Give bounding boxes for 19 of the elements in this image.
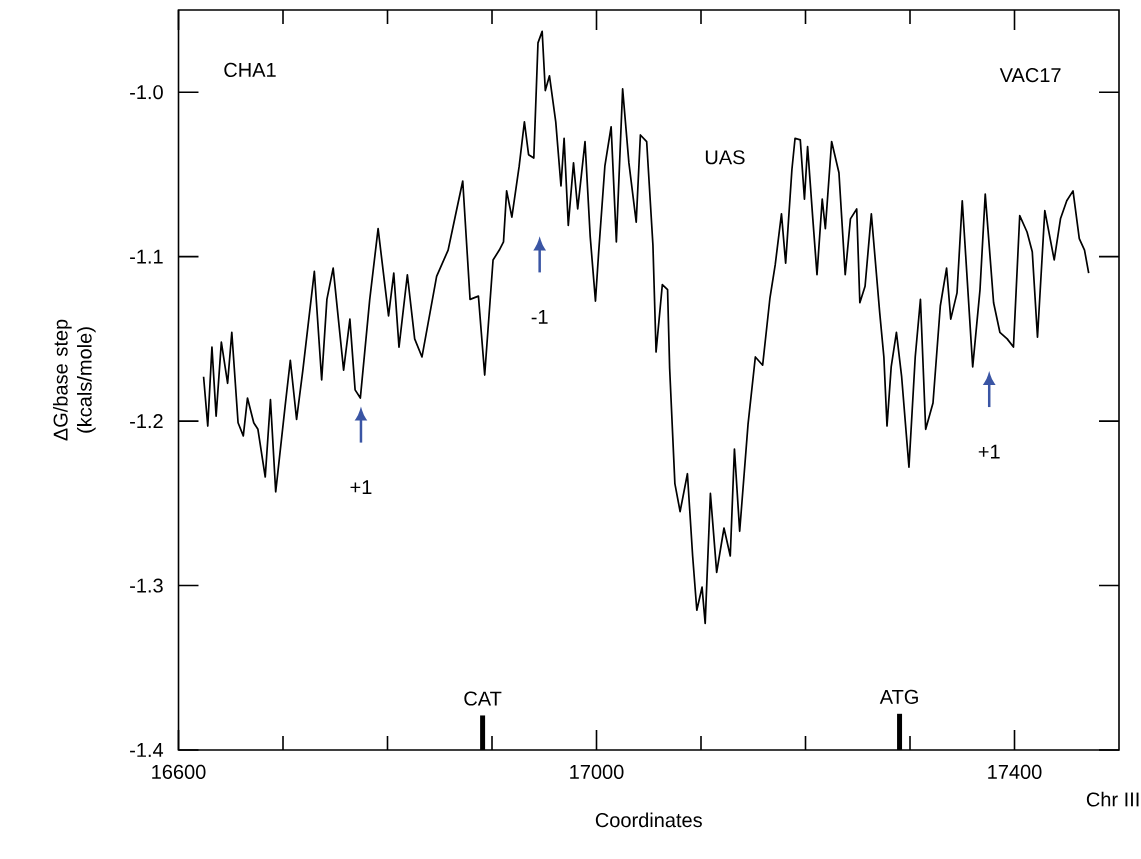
annotation: VAC17 bbox=[999, 68, 1061, 83]
x-axis-title: Coordinates bbox=[595, 812, 702, 828]
y-tick-label: -1.0 bbox=[130, 85, 163, 100]
annotation: CAT bbox=[464, 691, 502, 706]
x-tick-label: 17400 bbox=[988, 764, 1042, 779]
annotation: UAS bbox=[705, 150, 745, 165]
y-tick-label: -1.3 bbox=[130, 578, 163, 593]
text: Chr III bbox=[1086, 791, 1139, 807]
annotation: +1 bbox=[350, 480, 372, 495]
y-tick-label: -1.4 bbox=[130, 743, 164, 757]
y-axis-title: ΔG/base step (kcals/mole) bbox=[53, 319, 96, 441]
x-tick-label: 16600 bbox=[152, 764, 206, 779]
annotation: CHA1 bbox=[224, 62, 276, 77]
annotation: ATG bbox=[879, 689, 918, 704]
annotation: -1 bbox=[531, 310, 548, 324]
annotation: +1 bbox=[978, 444, 1000, 459]
y-tick-label: -1.2 bbox=[130, 414, 163, 429]
x-tick-label: 17000 bbox=[570, 764, 624, 779]
y-tick-label: -1.1 bbox=[130, 249, 163, 264]
